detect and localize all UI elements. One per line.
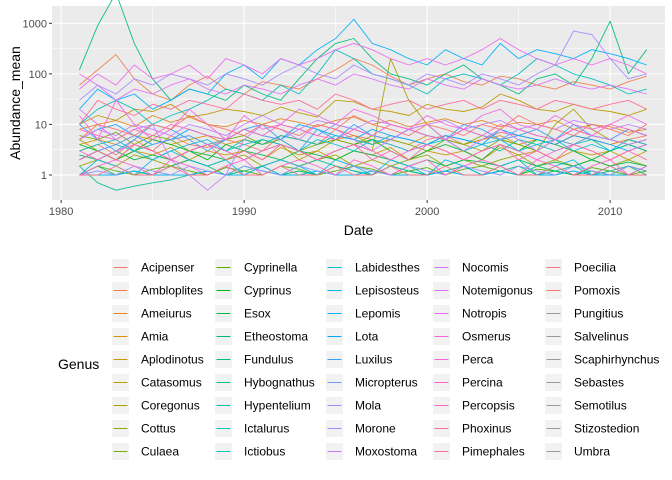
legend-label: Fundulus [244,353,293,367]
legend-label: Pomoxis [574,284,620,298]
legend-label: Notropis [462,307,507,321]
legend-label: Umbra [574,445,610,459]
legend-label: Amia [141,330,169,344]
legend-label: Hybognathus [244,376,315,390]
series-line-notropis [79,38,647,90]
series-line-poecilia [79,165,647,176]
y-tick-label: 10 [35,119,47,131]
x-axis: 1980 1990 2000 2010 [49,200,622,218]
series-line-lota [79,123,647,152]
legend-label: Luxilus [355,353,392,367]
x-tick-label: 1980 [49,206,73,218]
legend-label: Coregonus [141,399,200,413]
legend-label: Percopsis [462,399,515,413]
legend-label: Morone [355,422,396,436]
legend-label: Lota [355,330,379,344]
series-line-nocomis [79,108,647,191]
legend: Acipenser Ambloplites Ameiurus Amia Aplodino… [112,259,659,460]
legend-label: Stizostedion [574,422,639,436]
series-line-cyprinella [79,165,647,176]
legend-label: Etheostoma [244,330,308,344]
legend-label: Nocomis [462,261,509,275]
legend-label: Lepomis [355,307,400,321]
legend-label: Acipenser [141,261,194,275]
series-line-lepisosteus [79,165,647,176]
x-tick-label: 1990 [232,206,256,218]
legend-label: Esox [244,307,271,321]
series-line-phoxinus [79,144,647,161]
legend-label: Micropterus [355,376,418,390]
legend-label: Sebastes [574,376,624,390]
legend-label: Ambloplites [141,284,203,298]
legend-label: Pungitius [574,307,623,321]
y-axis: 1 10 100 1000 [23,18,52,182]
legend-label: Notemigonus [462,284,533,298]
series-line-ambloplites [79,54,647,101]
x-axis-title: Date [344,222,374,238]
legend-label: Salvelinus [574,330,629,344]
series-line-lepomis [79,18,647,110]
legend-label: Catasomus [141,376,202,390]
legend-label: Cyprinella [244,261,298,275]
x-tick-label: 2000 [415,206,439,218]
legend-label: Labidesthes [355,261,420,275]
y-axis-title: Abundance_mean [7,46,23,160]
legend-label: Ictalurus [244,422,289,436]
legend-label: Mola [355,399,381,413]
legend-label: Percina [462,376,503,390]
series-line-pimephales [79,93,647,125]
legend-label: Osmerus [462,330,511,344]
legend-title: Genus [58,356,99,372]
series-line-pomoxis [79,115,647,140]
legend-label: Culaea [141,445,179,459]
legend-label: Moxostoma [355,445,417,459]
legend-label: Ameiurus [141,307,192,321]
series-lines [78,0,648,191]
legend-label: Cottus [141,422,176,436]
series-line-ameiurus [79,115,647,133]
series-line-mola [79,165,647,176]
legend-label: Pimephales [462,445,525,459]
series-line-percina [79,159,647,176]
series-line-morone [79,30,647,101]
series-line-osmerus [79,99,647,141]
legend-label: Semotilus [574,399,627,413]
legend-label: Scaphirhynchus [574,353,659,367]
legend-label: Phoxinus [462,422,511,436]
legend-label: Hypentelium [244,399,311,413]
y-tick-label: 100 [29,69,47,81]
legend-label: Cyprinus [244,284,291,298]
y-tick-label: 1000 [23,18,47,30]
legend-label: Ictiobus [244,445,285,459]
legend-label: Poecilia [574,261,616,275]
legend-label: Lepisosteus [355,284,419,298]
series-line-percopsis [79,123,647,141]
series-line-notemigonus [79,73,647,101]
series-line-catasomus [79,93,647,125]
series-line-luxilus [79,123,647,152]
legend-label: Perca [462,353,494,367]
legend-label: Aplodinotus [141,353,204,367]
x-tick-label: 2010 [598,206,622,218]
y-tick-label: 1 [41,170,47,182]
